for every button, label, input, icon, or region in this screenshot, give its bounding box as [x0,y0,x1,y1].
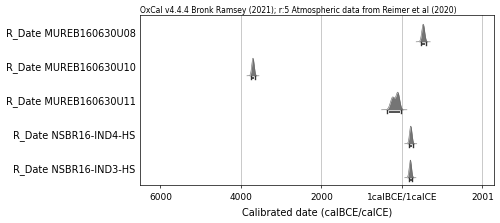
X-axis label: Calibrated date (calBCE/calCE): Calibrated date (calBCE/calCE) [242,207,392,217]
Text: OxCal v4.4.4 Bronk Ramsey (2021); r:5 Atmospheric data from Reimer et al (2020): OxCal v4.4.4 Bronk Ramsey (2021); r:5 At… [140,6,457,14]
